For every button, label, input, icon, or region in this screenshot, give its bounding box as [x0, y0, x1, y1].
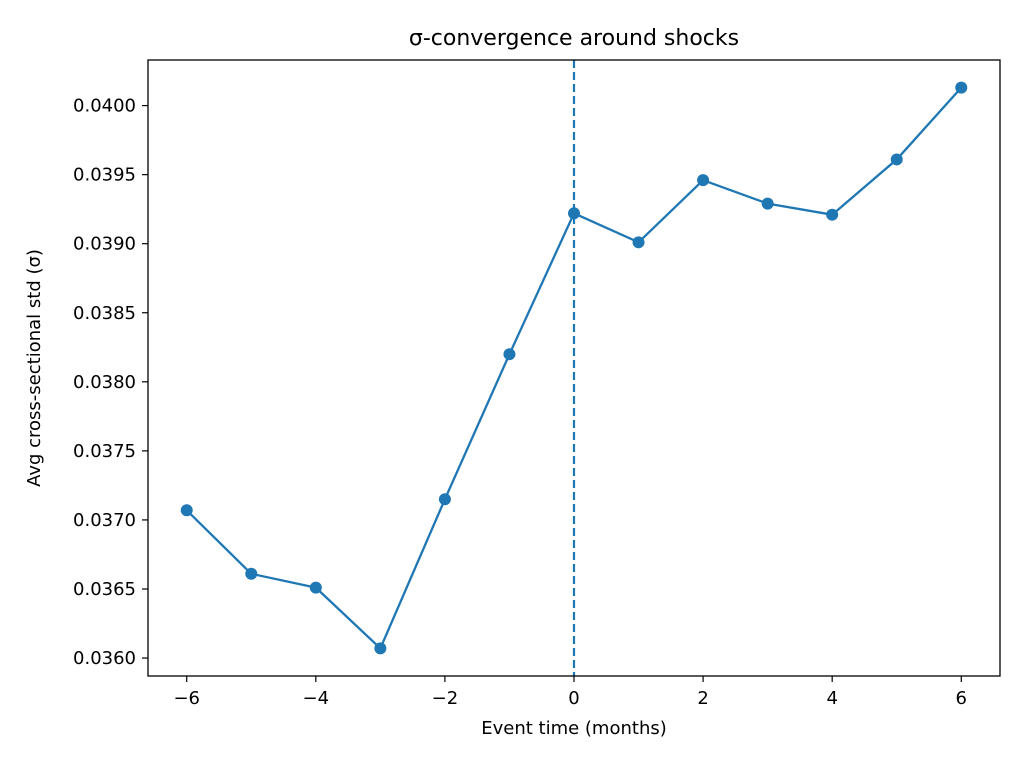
- y-tick-label: 0.0365: [73, 579, 136, 600]
- x-tick-label: −6: [173, 688, 200, 709]
- data-point: [697, 174, 710, 187]
- x-tick-label: 6: [956, 688, 967, 709]
- data-point: [309, 581, 322, 594]
- data-point: [245, 567, 258, 580]
- y-tick-label: 0.0395: [73, 165, 136, 186]
- data-point: [374, 642, 387, 655]
- x-tick-label: −4: [303, 688, 330, 709]
- y-tick-label: 0.0390: [73, 234, 136, 255]
- data-point: [180, 504, 193, 517]
- data-point: [890, 153, 903, 166]
- data-point: [955, 81, 968, 94]
- x-tick-label: 0: [568, 688, 579, 709]
- x-axis-label: Event time (months): [481, 718, 667, 739]
- chart-title: σ-convergence around shocks: [409, 26, 739, 51]
- y-tick-label: 0.0375: [73, 441, 136, 462]
- plot-area: −6 −4 −2 0 2 4 6 0.0360 0.0365 0.0370 0.0375 0.0380…: [73, 59, 1001, 709]
- y-tick-label: 0.0380: [73, 372, 136, 393]
- data-point: [632, 236, 645, 249]
- y-tick-label: 0.0360: [73, 648, 136, 669]
- y-tick-label: 0.0370: [73, 510, 136, 531]
- data-point: [568, 207, 580, 220]
- y-tick-label: 0.0385: [73, 303, 136, 324]
- y-axis-label: Avg cross-sectional std (σ): [24, 249, 45, 487]
- y-tick-label: 0.0400: [73, 96, 136, 117]
- data-point: [438, 493, 451, 506]
- data-point: [503, 348, 516, 361]
- x-tick-label: 2: [697, 688, 708, 709]
- data-point: [826, 208, 839, 221]
- data-point: [761, 197, 774, 210]
- x-tick-label: −2: [432, 688, 459, 709]
- x-tick-label: 4: [826, 688, 837, 709]
